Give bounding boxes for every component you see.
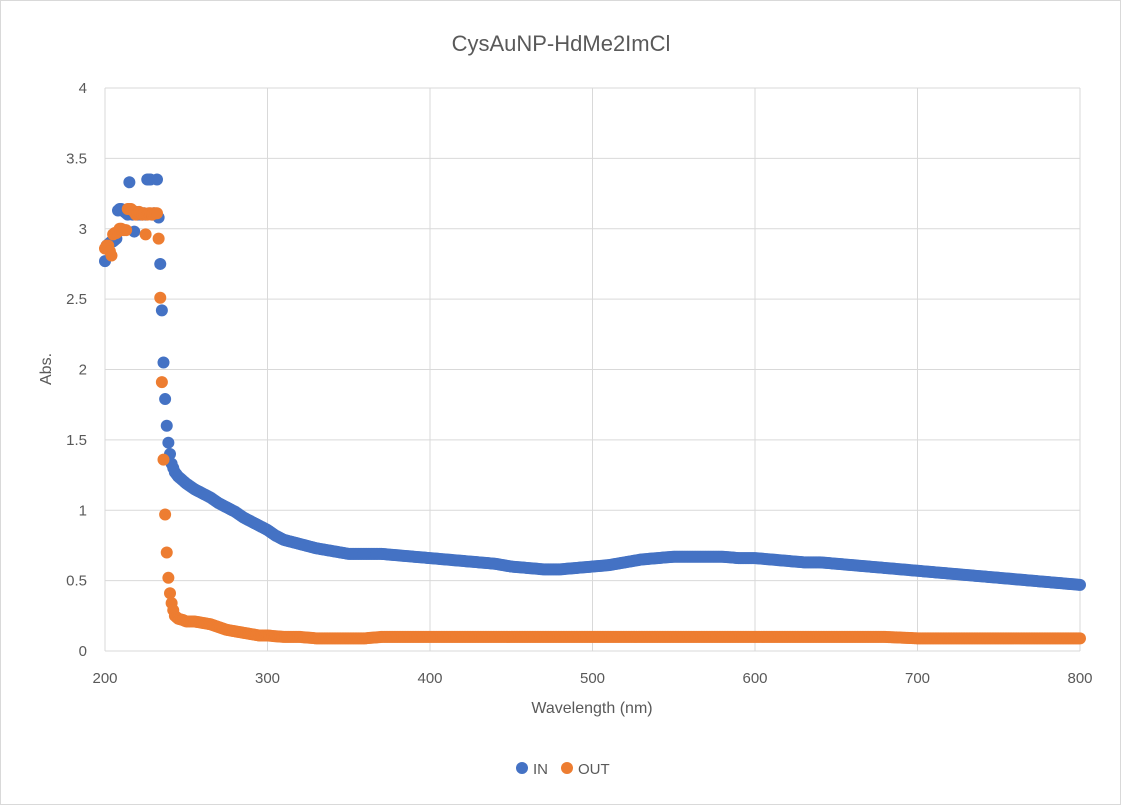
x-tick-label: 600 [742, 670, 767, 687]
legend-label-out: OUT [578, 761, 610, 778]
data-point [160, 546, 173, 559]
data-point [151, 173, 163, 186]
y-tick-label: 2.5 [66, 291, 87, 308]
legend: IN OUT [516, 761, 610, 778]
y-tick-label: 1 [79, 502, 87, 519]
legend-label-in: IN [533, 761, 548, 778]
y-axis-label: Abs. [38, 353, 55, 385]
x-tick-label: 500 [580, 670, 605, 687]
y-tick-label: 2 [79, 362, 87, 379]
y-tick-label: 1.5 [66, 432, 87, 449]
legend-marker-out [561, 762, 573, 774]
data-point [1074, 632, 1086, 645]
data-point [162, 571, 175, 584]
data-point [105, 249, 118, 262]
x-axis-label: Wavelength (nm) [531, 700, 652, 717]
x-tick-label: 700 [905, 670, 930, 687]
data-point [151, 207, 163, 220]
data-point [155, 376, 168, 389]
data-point [162, 436, 175, 449]
y-tick-label: 3 [79, 221, 87, 238]
data-point [123, 176, 136, 189]
data-point [154, 257, 167, 270]
chart-title: CysAuNP-HdMe2ImCl [452, 31, 671, 56]
data-point [157, 453, 170, 466]
data-point [157, 356, 170, 369]
data-point [152, 232, 165, 245]
y-tick-label: 0.5 [66, 573, 87, 590]
data-point [154, 291, 167, 304]
tick-layer: 200 300 400 500 600 700 800 0 0.5 1 1.5 2 2.5 3 3.5 4 [66, 80, 1092, 687]
data-point [159, 393, 172, 406]
data-point [139, 228, 152, 241]
x-tick-label: 200 [92, 670, 117, 687]
data-point [155, 304, 168, 317]
x-tick-label: 400 [417, 670, 442, 687]
grid-layer [104, 87, 1081, 652]
y-tick-label: 4 [79, 80, 87, 97]
legend-marker-in [516, 762, 528, 774]
data-point [120, 224, 133, 237]
data-point [1074, 578, 1086, 591]
data-point [159, 508, 172, 521]
series-out [99, 203, 1086, 645]
x-tick-label: 800 [1067, 670, 1092, 687]
data-point [164, 587, 176, 600]
data-point [160, 419, 173, 432]
y-tick-label: 3.5 [66, 150, 87, 167]
series-layer [99, 173, 1086, 645]
y-tick-label: 0 [79, 643, 87, 660]
x-tick-label: 300 [255, 670, 280, 687]
